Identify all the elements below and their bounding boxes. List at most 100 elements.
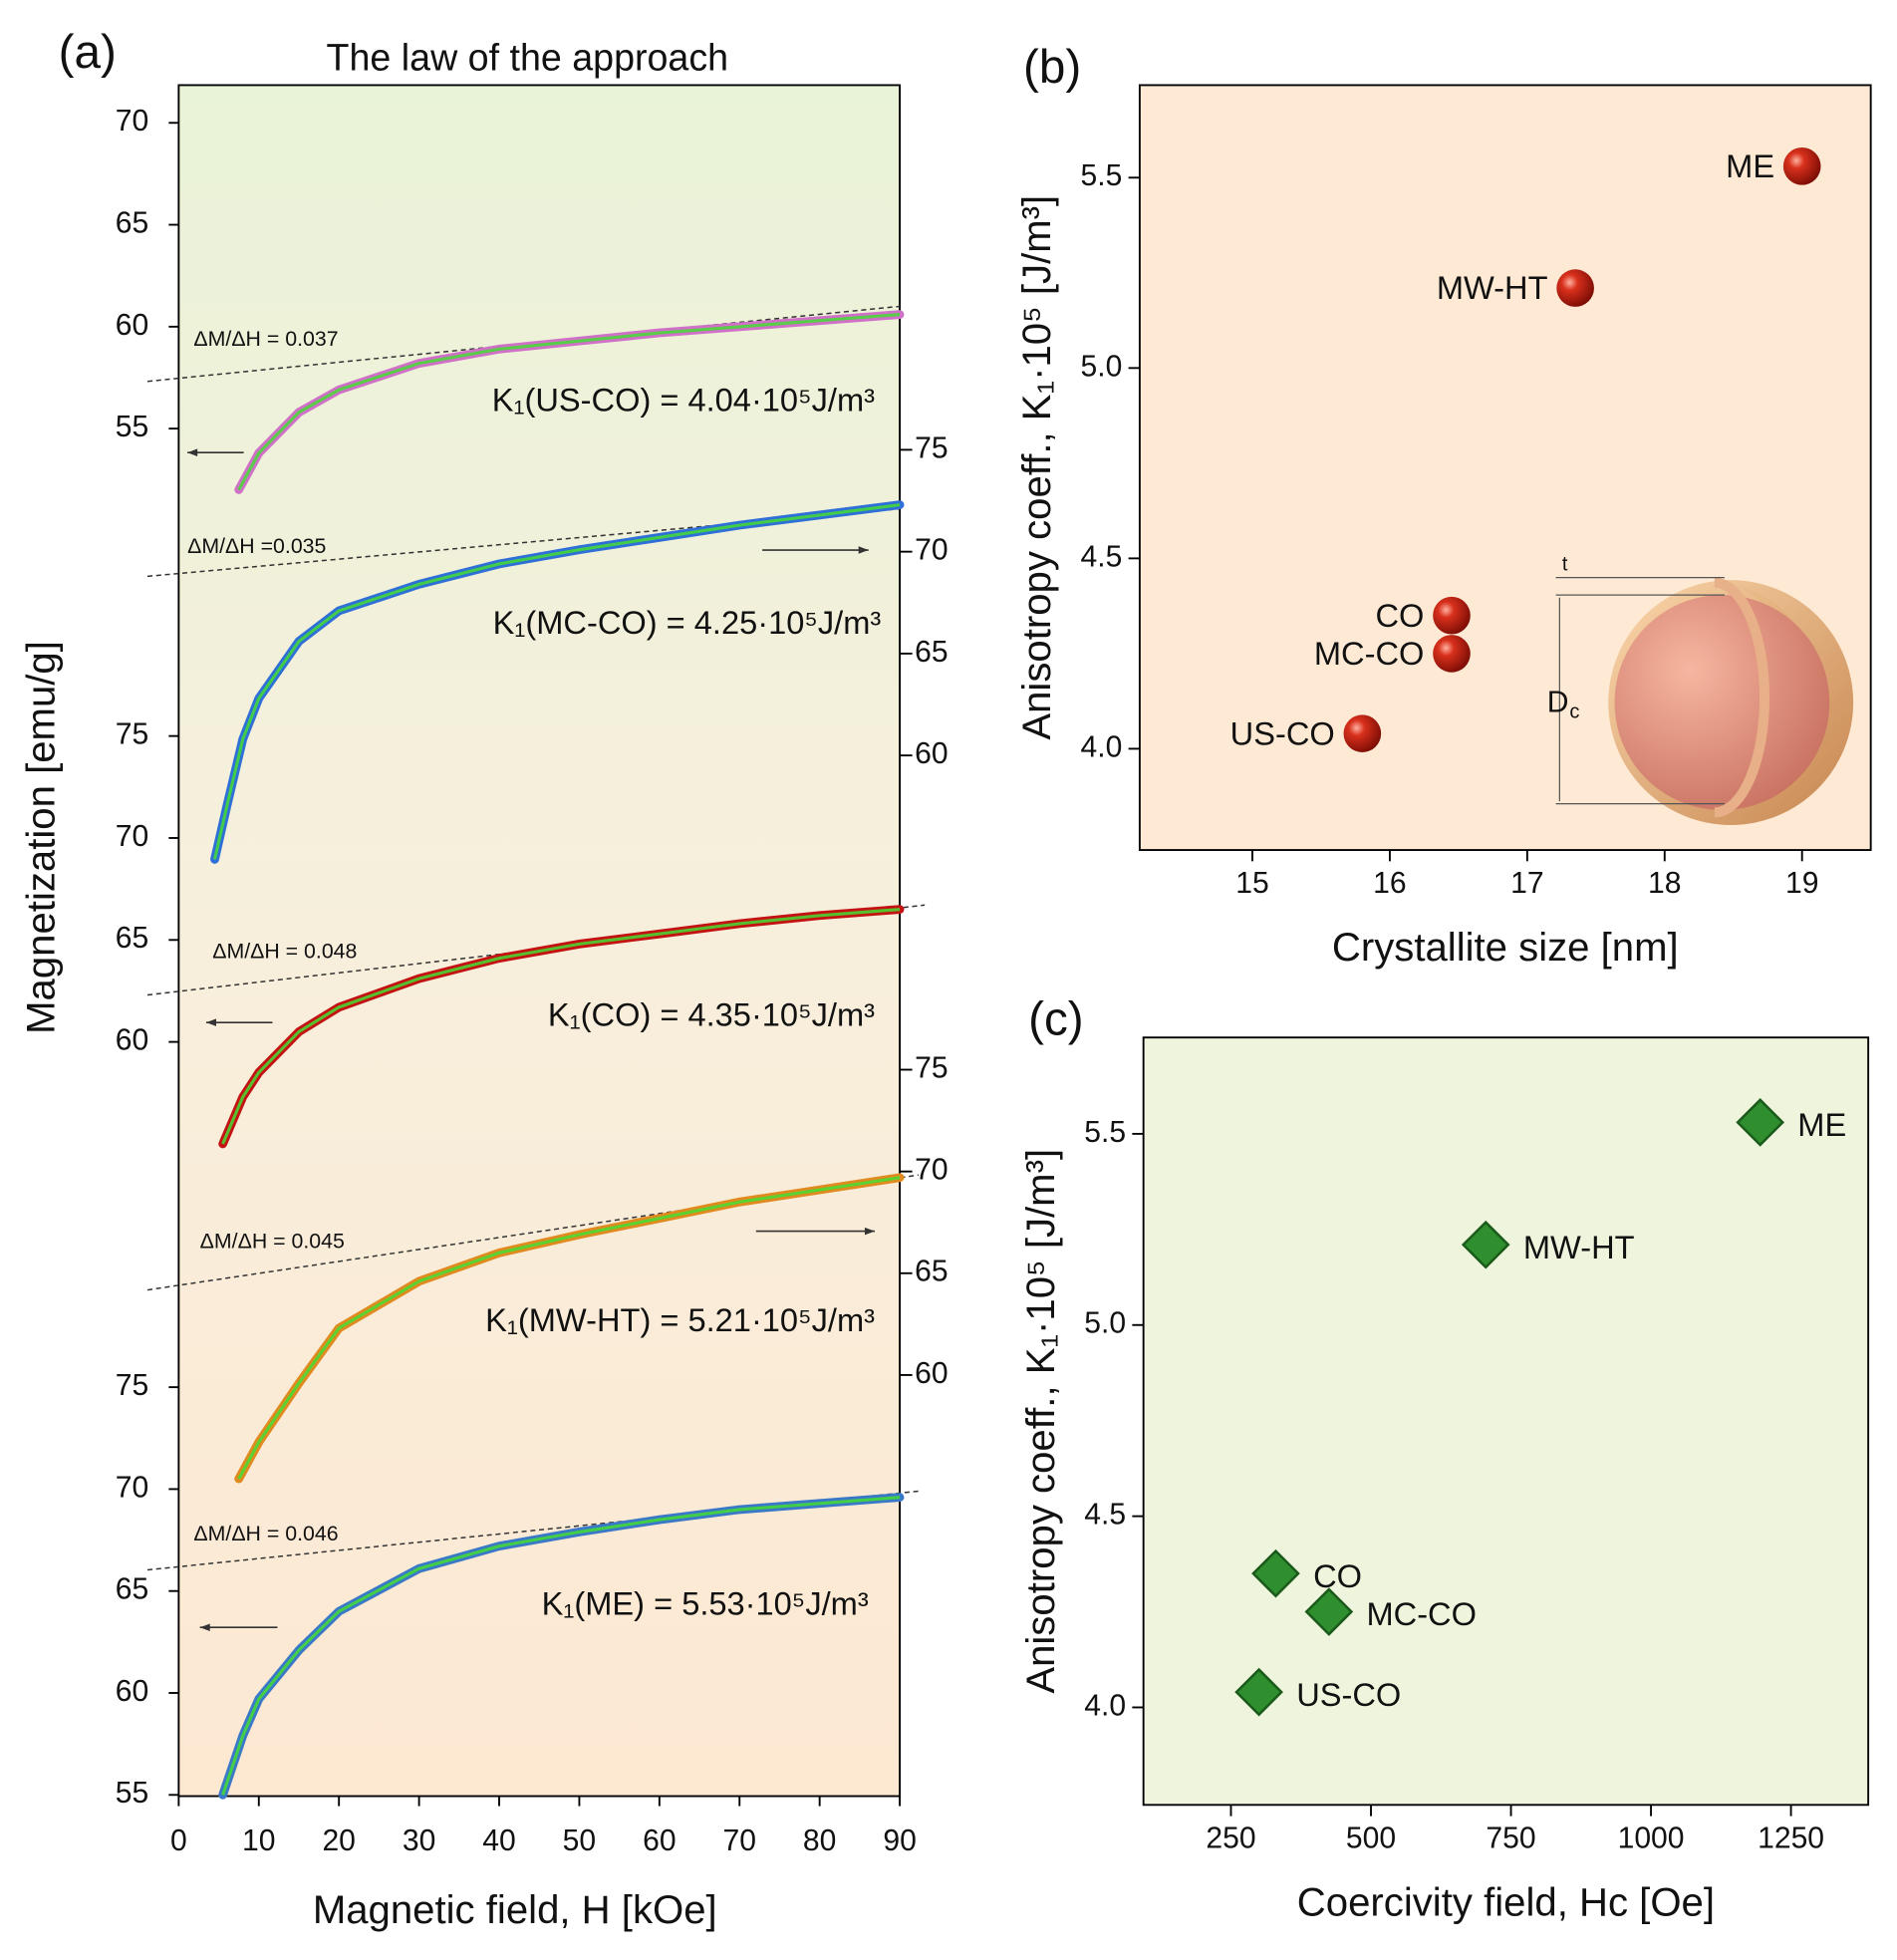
y-tick-label: 65 [116,922,148,955]
panel-label: (a) [59,26,117,79]
x-tick-label: 0 [170,1824,187,1857]
slope-label: ΔM/ΔH = 0.045 [200,1230,345,1254]
k-annotation: K₁(US-CO) = 4.04·10⁵J/m³ [492,382,875,419]
y2-tick-label: 75 [915,431,948,464]
k-annotation: K₁(CO) = 4.35·10⁵J/m³ [548,996,875,1033]
point [1461,1220,1510,1269]
arrow-head [858,546,869,554]
point-label: MW-HT [1437,269,1548,306]
point [1736,1098,1785,1147]
x-tick-label: 10 [242,1824,275,1857]
point [1234,1667,1283,1717]
y-tick-label: 75 [116,718,148,751]
x-tick-label: 60 [643,1824,676,1857]
fit-highlight [221,908,901,1145]
y-tick-label: 75 [116,1369,148,1402]
y-axis-label: Anisotropy coeff., K₁·10⁵ [J/m³] [1018,1149,1063,1694]
y2-tick-label: 65 [915,636,948,669]
slope-label: ΔM/ΔH = 0.046 [193,1522,338,1545]
slope-label: ΔM/ΔH = 0.048 [212,940,357,964]
y-tick-label: 55 [116,411,148,443]
x-axis-label: Magnetic field, H [kOe] [313,1887,717,1932]
y-tick-label: 4.5 [1081,540,1123,573]
x-tick-label: 80 [803,1824,836,1857]
x-tick-label: 500 [1346,1821,1396,1854]
inset-label: D [1547,686,1569,718]
k-annotation: K₁(MW-HT) = 5.21·10⁵J/m³ [485,1301,875,1338]
fit-highlight [212,503,901,860]
x-tick-label: 50 [563,1824,596,1857]
x-tick-label: 20 [322,1824,355,1857]
point-label: ME [1797,1106,1846,1143]
x-tick-label: 70 [723,1824,756,1857]
y-tick-label: 65 [116,1573,148,1606]
arrow-head [864,1227,875,1236]
y-tick-label: 70 [116,105,148,138]
y-axis-label: Magnetization [emu/g] [18,641,63,1034]
point [1304,1587,1354,1636]
arrow-head [187,448,198,456]
fit-highlight [221,1496,901,1796]
point [1251,1548,1300,1598]
point-label: ME [1726,147,1774,184]
inset-label: c [1569,700,1579,722]
x-tick-label: 18 [1648,867,1681,900]
y-tick-label: 5.0 [1084,1307,1126,1340]
x-tick-label: 17 [1510,867,1543,900]
slope-label: ΔM/ΔH = 0.037 [193,327,338,351]
y-tick-label: 5.5 [1081,159,1123,192]
y2-tick-label: 60 [915,1357,948,1390]
y-tick-label: 4.5 [1084,1499,1126,1532]
panel-label: (b) [1023,41,1081,94]
y-tick-label: 70 [116,820,148,853]
point-label: US-CO [1230,714,1335,751]
slope-label: ΔM/ΔH =0.035 [187,534,326,558]
y2-tick-label: 75 [915,1051,948,1084]
x-tick-label: 15 [1235,867,1268,900]
y-tick-label: 5.0 [1081,350,1123,383]
x-tick-label: 19 [1785,867,1818,900]
point [1782,147,1821,185]
asymptote [146,1490,919,1571]
fit-highlight [237,313,901,491]
panel-label: (c) [1028,993,1084,1046]
y-axis-label: Anisotropy coeff., K₁·10⁵ [J/m³] [1014,195,1059,740]
point [1433,635,1471,673]
x-tick-label: 750 [1486,1821,1535,1854]
y2-tick-label: 65 [915,1256,948,1288]
x-axis-label: Coercivity field, Hc [Oe] [1297,1879,1715,1924]
point [1556,269,1594,307]
y-tick-label: 60 [116,1675,148,1708]
x-tick-label: 40 [482,1824,515,1857]
y-tick-label: 65 [116,207,148,240]
point-label: CO [1375,597,1424,634]
point-label: MC-CO [1366,1595,1477,1632]
asymptote [146,507,901,578]
x-tick-label: 1250 [1758,1821,1824,1854]
k-annotation: K₁(MC-CO) = 4.25·10⁵J/m³ [493,604,882,641]
point-label: MW-HT [1523,1229,1635,1265]
x-tick-label: 16 [1373,867,1406,900]
arrow-head [205,1018,216,1026]
y2-tick-label: 60 [915,737,948,770]
k-annotation: K₁(ME) = 5.53·10⁵J/m³ [542,1585,869,1622]
y-tick-label: 55 [116,1777,148,1810]
point-label: US-CO [1296,1676,1401,1713]
arrow-head [199,1623,210,1631]
y2-tick-label: 70 [915,1154,948,1187]
y-tick-label: 5.5 [1084,1116,1126,1149]
y-tick-label: 4.0 [1081,730,1123,763]
x-axis-label: Crystallite size [nm] [1332,925,1679,970]
y-tick-label: 70 [116,1471,148,1504]
plot-area-a [177,84,902,1798]
inset-sphere [1555,576,1854,825]
y2-tick-label: 70 [915,534,948,567]
fit-highlight [237,1176,901,1480]
y-tick-label: 60 [116,309,148,342]
x-tick-label: 30 [403,1824,435,1857]
point [1343,714,1382,752]
x-tick-label: 1000 [1618,1821,1685,1854]
inset-label: t [1562,553,1568,575]
point-label: CO [1313,1557,1362,1594]
